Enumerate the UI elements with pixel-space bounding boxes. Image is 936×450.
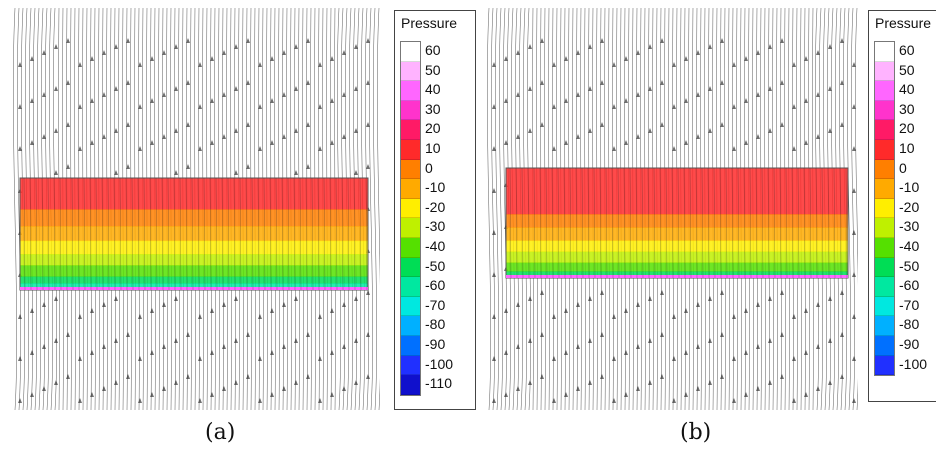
legend-swatch — [401, 296, 420, 317]
legend-swatch — [875, 120, 894, 140]
legend-swatch — [875, 218, 894, 238]
legend-swatch — [401, 355, 420, 376]
legend-tick-label: 30 — [899, 100, 915, 117]
legend-tick-label: 30 — [425, 100, 441, 117]
legend-tick-label: -80 — [425, 316, 446, 333]
legend-tick-label: -80 — [899, 316, 920, 333]
legend-tick-label: -110 — [425, 375, 452, 392]
legend-tick-label: -100 — [425, 355, 454, 372]
legend-tick-label: 20 — [899, 120, 915, 137]
legend-tick-label: 60 — [899, 42, 915, 58]
flow-arrows — [492, 38, 856, 403]
legend-swatch — [875, 139, 894, 160]
surface-streamlines — [509, 167, 848, 279]
legend-tick-label: -60 — [425, 277, 446, 294]
legend-swatch — [401, 61, 420, 82]
pressure-surface — [505, 167, 849, 279]
legend-swatch — [401, 257, 420, 278]
legend-tick-label: -20 — [425, 198, 446, 215]
legend-title: Pressure — [875, 15, 932, 31]
flow-visualization-b — [486, 8, 858, 410]
legend-tick-labels: 60 50 40 30 20 10 0 -10 -20 -30 -40 -50 -60 -70 -80 -90… — [425, 41, 453, 394]
color-scale — [874, 41, 895, 377]
legend-tick-label: 0 — [425, 159, 433, 176]
legend-swatch — [401, 179, 420, 199]
legend-swatch — [401, 335, 420, 356]
legend-tick-label: 10 — [425, 139, 441, 156]
legend-swatch — [875, 355, 894, 376]
legend-swatch — [875, 335, 894, 356]
legend-tick-label: -90 — [899, 335, 920, 352]
legend-swatch — [875, 257, 894, 278]
pressure-legend-a: Pressure 60 50 40 30 20 10 0 -10 -20 -30 -40 -50 -60… — [394, 10, 476, 410]
legend-swatch — [401, 42, 420, 62]
legend-swatch — [401, 218, 420, 238]
color-scale — [400, 41, 421, 396]
legend-swatch — [875, 61, 894, 82]
legend-swatch — [875, 316, 894, 336]
legend-swatch — [875, 100, 894, 121]
legend-swatch — [401, 159, 420, 180]
streamline-plot-a — [13, 8, 380, 410]
pressure-surface — [19, 177, 369, 291]
legend-tick-label: -20 — [899, 198, 920, 215]
legend-tick-label: -90 — [425, 335, 446, 352]
legend-tick-label: 0 — [899, 159, 907, 176]
legend-swatch — [401, 237, 420, 258]
legend-swatch — [401, 120, 420, 140]
legend-tick-label: -40 — [425, 237, 446, 254]
legend-swatch — [401, 198, 420, 219]
legend-tick-label: 50 — [425, 61, 441, 78]
legend-tick-label: 50 — [899, 61, 915, 78]
surface-streamlines — [23, 177, 368, 291]
legend-swatch — [875, 198, 894, 219]
figure-caption: (a) — [205, 420, 236, 445]
legend-tick-label: -50 — [899, 257, 920, 274]
legend-tick-label: 60 — [425, 42, 441, 58]
legend-swatch — [401, 277, 420, 297]
legend-tick-label: -10 — [899, 179, 920, 196]
legend-swatch — [401, 139, 420, 160]
legend-tick-label: -70 — [899, 296, 920, 313]
legend-tick-label: -70 — [425, 296, 446, 313]
legend-title: Pressure — [401, 15, 458, 31]
legend-tick-label: -30 — [425, 218, 446, 235]
legend-swatch — [875, 277, 894, 297]
legend-tick-label: -100 — [899, 355, 928, 372]
legend-tick-label: 10 — [899, 139, 915, 156]
legend-swatch — [875, 81, 894, 101]
legend-tick-label: -60 — [899, 277, 920, 294]
legend-swatch — [401, 81, 420, 101]
flow-visualization-a — [12, 8, 380, 410]
legend-swatch — [875, 296, 894, 317]
legend-tick-label: 20 — [425, 120, 441, 137]
legend-swatch — [401, 375, 420, 395]
legend-swatch — [875, 179, 894, 199]
legend-tick-label: -40 — [899, 237, 920, 254]
legend-swatch — [401, 316, 420, 336]
legend-swatch — [875, 42, 894, 62]
legend-swatch — [875, 159, 894, 180]
legend-tick-label: -50 — [425, 257, 446, 274]
legend-swatch — [401, 100, 420, 121]
legend-tick-labels: 60 50 40 30 20 10 0 -10 -20 -30 -40 -50 -60 -70 -80 -90… — [899, 41, 927, 374]
figure-panel-a: Pressure 60 50 40 30 20 10 0 -10 -20 -30 -40 -50 -60… — [12, 8, 476, 445]
pressure-legend-b: Pressure 60 50 40 30 20 10 0 -10 -20 -30 -40 -50 -60… — [868, 10, 936, 402]
legend-tick-label: 40 — [899, 81, 915, 98]
legend-swatch — [875, 237, 894, 258]
streamline-plot-b — [487, 8, 858, 410]
figure-caption: (b) — [680, 420, 712, 445]
figure-panel-b: Pressure 60 50 40 30 20 10 0 -10 -20 -30 -40 -50 -60… — [480, 0, 936, 450]
legend-tick-label: 40 — [425, 81, 441, 98]
legend-tick-label: -30 — [899, 218, 920, 235]
legend-tick-label: -10 — [425, 179, 446, 196]
